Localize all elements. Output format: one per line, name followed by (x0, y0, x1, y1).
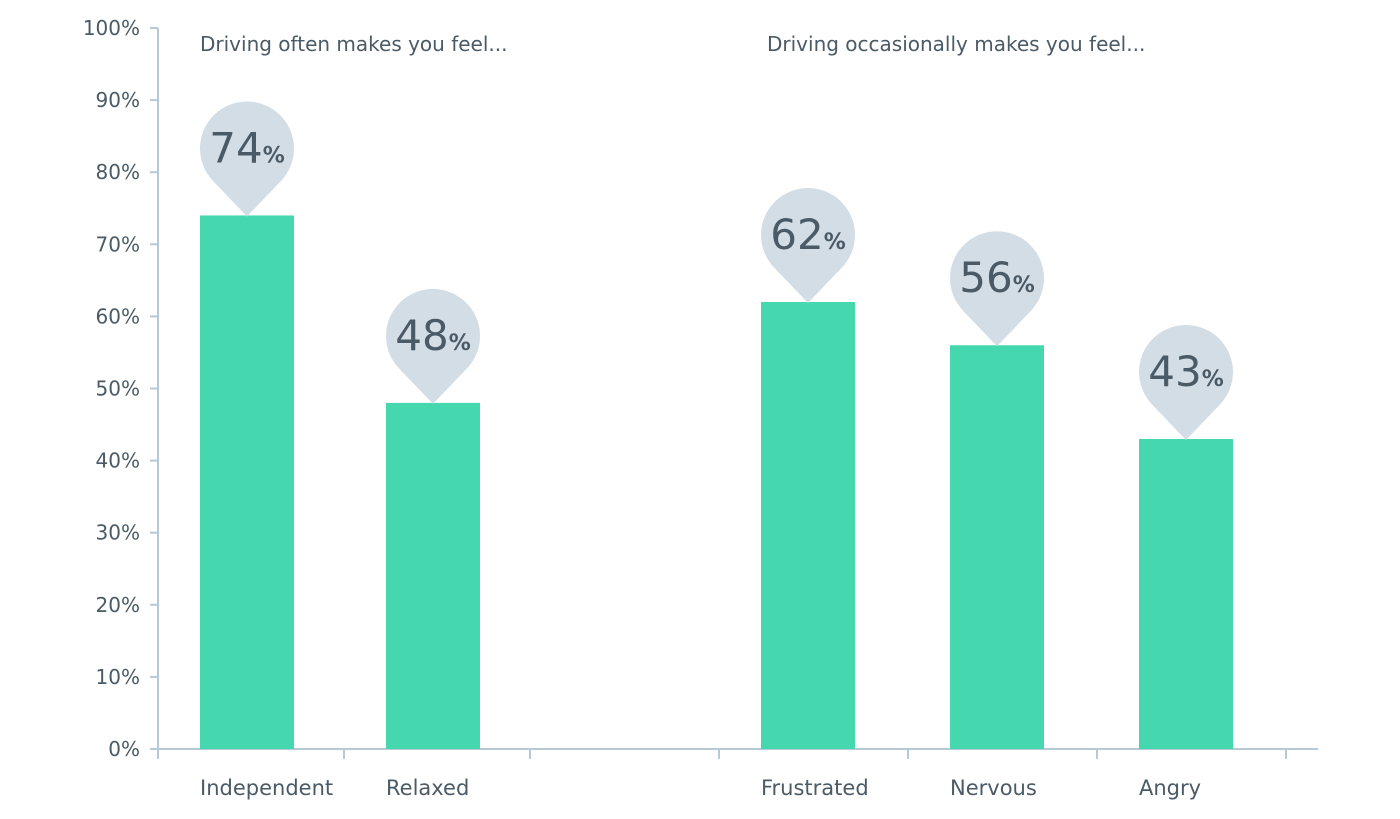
group-title: Driving occasionally makes you feel... (767, 32, 1145, 56)
data-label: 48% (395, 311, 471, 360)
bar-angry (1139, 438, 1233, 749)
category-label: Frustrated (761, 776, 869, 800)
data-label: 56% (959, 253, 1035, 302)
y-tick-label: 70% (96, 232, 140, 256)
data-label-suffix: % (449, 331, 471, 356)
y-tick-label: 40% (96, 449, 140, 473)
data-label-suffix: % (1202, 367, 1224, 392)
y-tick-label: 90% (96, 88, 140, 112)
y-axis-ticks: 0% 10% 20% 30% 40% 50% 60% 70% 80% 90% 100% (83, 16, 158, 761)
value-pin (200, 101, 294, 217)
y-tick-label: 0% (108, 737, 140, 761)
group-title: Driving often makes you feel... (200, 32, 507, 56)
data-label: 62% (770, 210, 846, 259)
category-label: Nervous (950, 776, 1037, 800)
data-label-number: 62 (770, 210, 823, 259)
value-pins: 74%48%62%56%43% (200, 101, 1233, 440)
group-titles: Driving often makes you feel... Driving o… (200, 32, 1145, 56)
category-label: Relaxed (386, 776, 469, 800)
category-label: Angry (1139, 776, 1201, 800)
bar-frustrated (761, 301, 855, 749)
y-tick-label: 10% (96, 665, 140, 689)
data-label-number: 43 (1148, 347, 1201, 396)
value-pin (949, 231, 1044, 347)
bar-relaxed (386, 402, 480, 749)
y-tick-label: 50% (96, 377, 140, 401)
value-pin (385, 288, 480, 404)
bars (200, 215, 1233, 749)
bar-nervous (950, 345, 1044, 749)
y-tick-label: 80% (96, 160, 140, 184)
data-label-suffix: % (824, 230, 846, 255)
data-label: 43% (1148, 347, 1224, 396)
category-label: Independent (200, 776, 333, 800)
data-label-number: 56 (959, 253, 1012, 302)
data-label: 74% (209, 123, 285, 172)
y-tick-label: 30% (96, 521, 140, 545)
y-tick-label: 20% (96, 593, 140, 617)
y-tick-label: 60% (96, 304, 140, 328)
data-label-suffix: % (1013, 273, 1035, 298)
y-tick-label: 100% (83, 16, 140, 40)
data-label-suffix: % (263, 143, 285, 168)
value-pin (1138, 324, 1233, 440)
data-label-number: 48 (395, 311, 448, 360)
category-labels: Independent Relaxed Frustrated Nervous Angry (200, 776, 1201, 800)
value-pin (760, 187, 855, 303)
bar-independent (200, 215, 294, 749)
data-label-number: 74 (209, 123, 262, 172)
